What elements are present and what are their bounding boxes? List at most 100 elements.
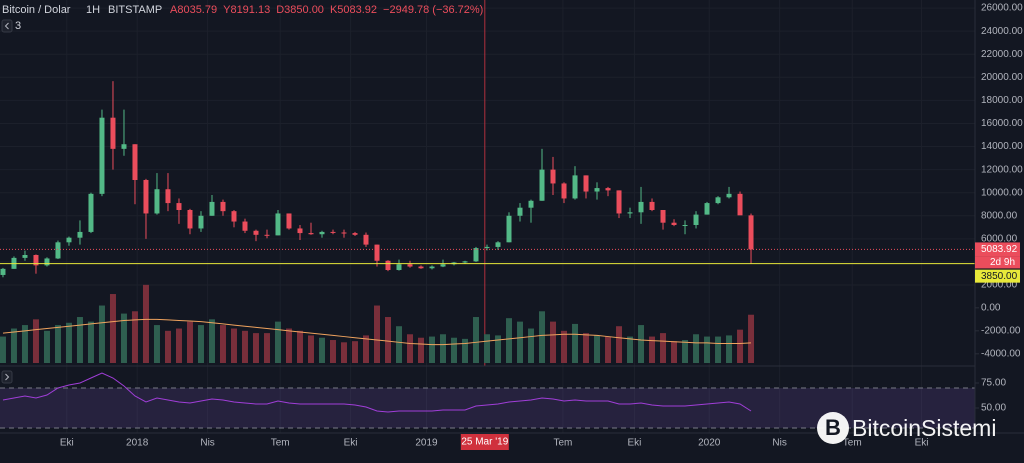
candle-body (528, 200, 534, 208)
volume-bar (87, 321, 94, 363)
x-tick-label: Nis (200, 438, 214, 449)
candle-body (187, 210, 193, 229)
candle-body (55, 242, 61, 259)
candle-body (22, 255, 28, 258)
indicator-count: 3 (15, 20, 21, 32)
x-tick-label: Eki (915, 438, 929, 449)
candle-body (143, 180, 149, 214)
volume-bar (142, 284, 149, 363)
candle-body (154, 189, 160, 214)
volume-bar (373, 305, 380, 363)
rsi-band (0, 388, 975, 428)
x-tick-label: Eki (60, 438, 74, 449)
volume-bar (186, 321, 193, 363)
candle-body (165, 189, 171, 204)
volume-bar (406, 334, 413, 363)
x-tick-label: 2019 (415, 438, 438, 449)
x-tick-label: 2020 (698, 438, 721, 449)
volume-bar (329, 340, 336, 363)
watermark-logo (817, 412, 849, 444)
ohlc-value: A8035.79 (170, 4, 217, 16)
candle-body (682, 225, 688, 226)
volume-bar (10, 328, 17, 363)
candle-body (110, 117, 116, 149)
volume-bar (616, 326, 623, 363)
volume-tick-label: -2000.00 (981, 325, 1021, 336)
candle-body (693, 214, 699, 225)
y-tick-label: 8000.00 (981, 210, 1018, 221)
volume-bar (153, 325, 160, 363)
candle-body (77, 231, 83, 238)
candle-body (462, 261, 468, 263)
volume-bar (384, 317, 391, 363)
candle-body (484, 246, 490, 249)
x-tick-label: 2018 (126, 438, 149, 449)
volume-bar (506, 318, 513, 363)
volume-bar (219, 325, 226, 363)
y-tick-label: 10000.00 (981, 187, 1023, 198)
candle-body (616, 190, 622, 214)
candle-body (572, 175, 578, 199)
volume-bar (109, 294, 116, 363)
ohlc-legend: A8035.79 Y8191.13 D3850.00 K5083.92 −2949.78… (170, 4, 483, 16)
candle-body (517, 207, 523, 216)
exchange: BITSTAMP (108, 4, 162, 16)
candle-body (209, 201, 215, 216)
crosshair-label-box (460, 434, 509, 450)
x-tick-label: Eki (627, 438, 641, 449)
volume-bar (274, 321, 281, 363)
candle-body (671, 222, 677, 225)
volume-bar (682, 340, 689, 363)
rsi-tick-label: 75.00 (981, 378, 1006, 389)
volume-ma-line (2, 318, 752, 346)
candle-body (385, 260, 391, 270)
countdown-box (975, 256, 1020, 269)
volume-bar (748, 314, 755, 363)
volume-bar (528, 328, 535, 363)
volume-bar (241, 330, 248, 363)
ohlc-value: K5083.92 (330, 4, 377, 16)
volume-bar (252, 333, 259, 363)
watermark: B BitcoinSistemi (817, 412, 996, 444)
volume-bar (737, 329, 744, 363)
candle-body (176, 203, 182, 210)
volume-bar (484, 334, 491, 363)
volume-bar (0, 336, 6, 363)
x-tick-label: Eki (344, 438, 358, 449)
candle-body (440, 264, 446, 267)
volume-bar (715, 336, 722, 363)
y-tick-label: 16000.00 (981, 118, 1023, 129)
volume-bar (175, 328, 182, 363)
volume-bar (21, 325, 28, 363)
ohlc-value: Y8191.13 (223, 4, 270, 16)
volume-bar (76, 317, 83, 363)
candle-body (88, 193, 94, 232)
collapse-button[interactable] (1, 19, 13, 33)
volume-bar (429, 336, 436, 363)
volume-bar (230, 328, 237, 363)
y-tick-label: 26000.00 (981, 3, 1023, 14)
candle-body (506, 215, 512, 243)
x-tick-label: Tem (271, 438, 290, 449)
volume-bar (32, 319, 39, 363)
symbol: Bitcoin / Dolar (2, 4, 71, 16)
volume-bar (693, 334, 700, 363)
volume-bar (539, 311, 546, 363)
expand-button[interactable] (1, 370, 13, 384)
candle-body (198, 215, 204, 229)
candle-body (231, 211, 237, 222)
ohlc-value: −2949.78 (−36.72%) (383, 4, 483, 16)
candle-body (561, 183, 567, 199)
volume-bar (197, 325, 204, 363)
rsi-tick-label: 50.00 (981, 403, 1006, 414)
candle-body (44, 258, 50, 266)
candle-body (297, 228, 303, 234)
expand-icon (5, 373, 10, 381)
candle-body (550, 169, 556, 184)
volume-bar (65, 322, 72, 363)
hline-label: 3850.00 (981, 271, 1018, 282)
candle-body (264, 234, 270, 236)
volume-bar (395, 326, 402, 363)
candle-body (605, 188, 611, 191)
